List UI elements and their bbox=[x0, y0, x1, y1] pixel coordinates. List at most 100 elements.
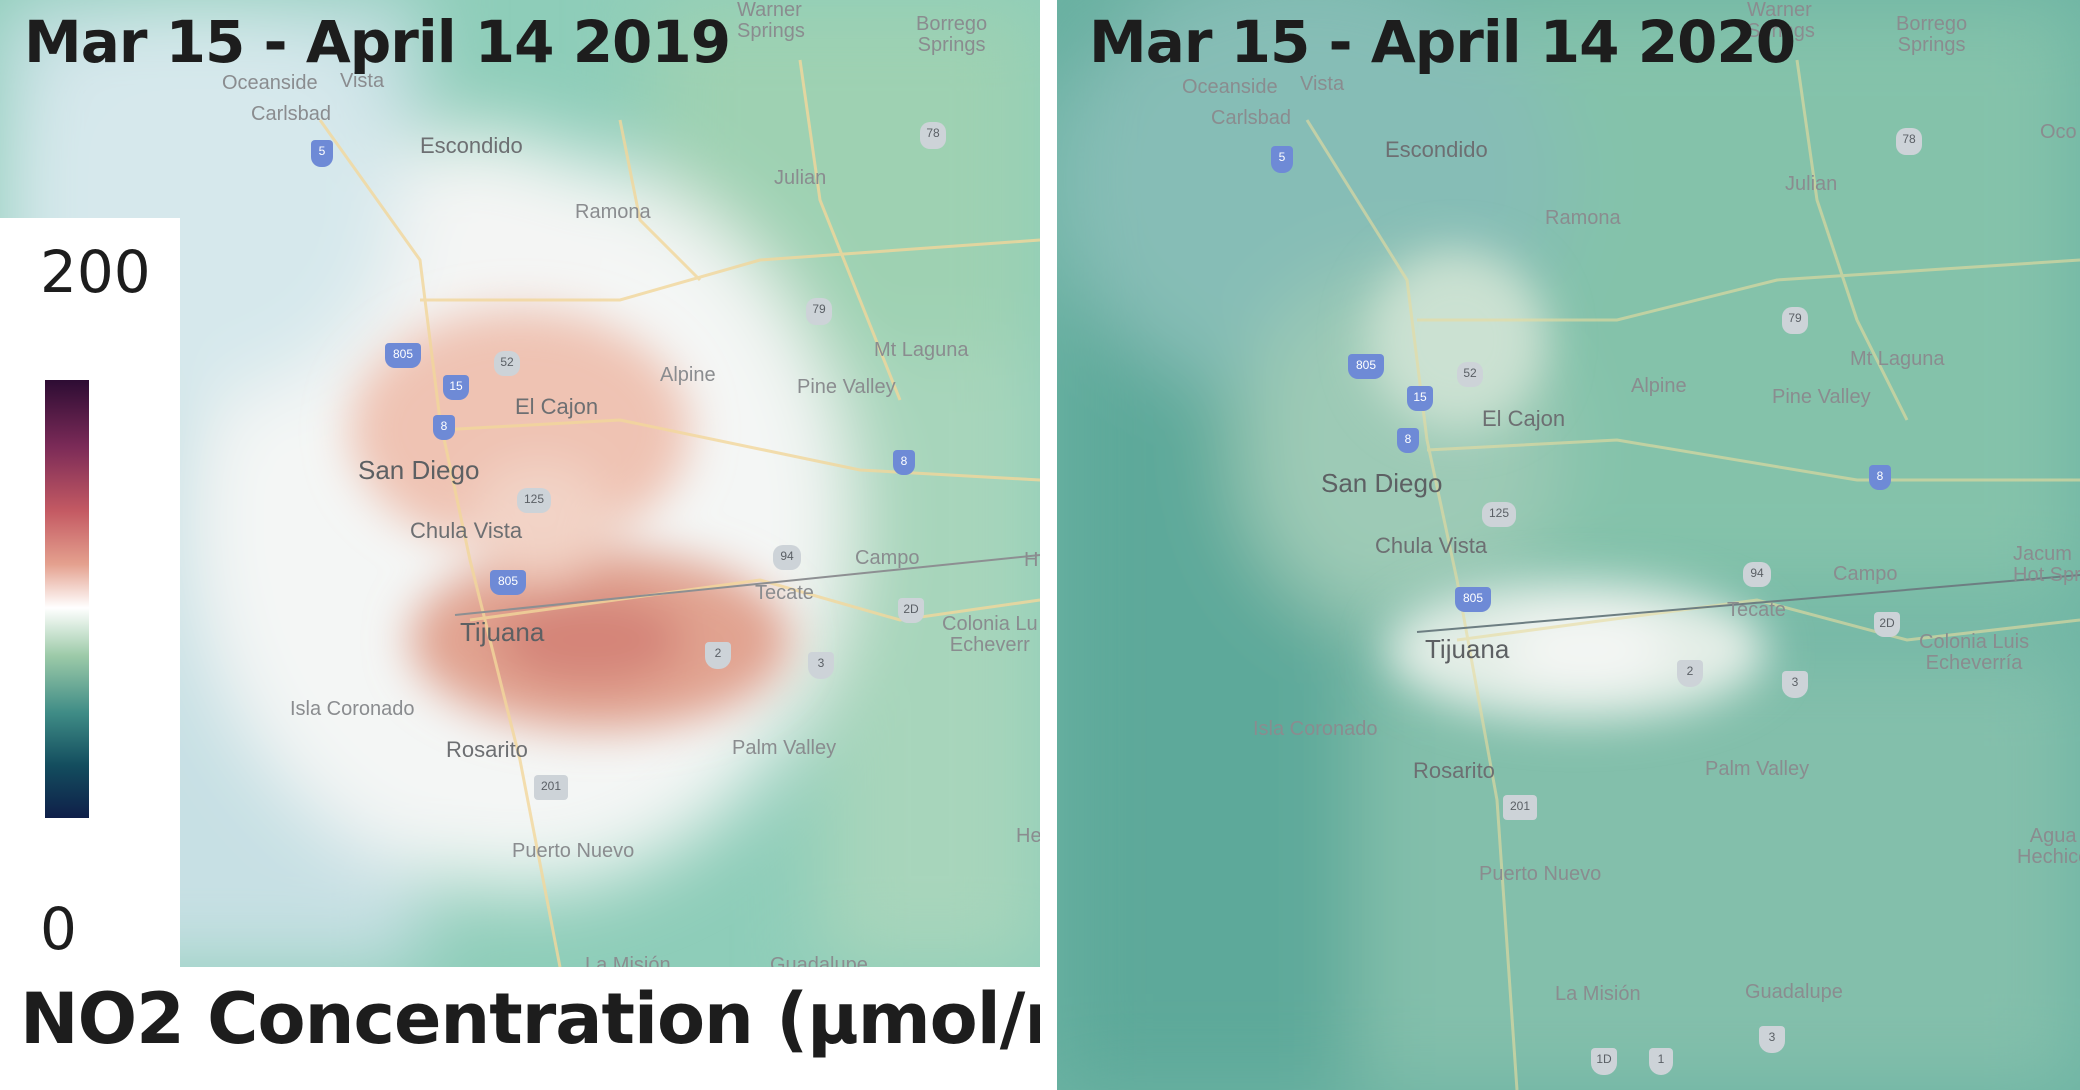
place-label-pine-valley: Pine Valley bbox=[797, 376, 896, 398]
place-label-borrego-springs: Borrego Springs bbox=[916, 13, 988, 56]
place-label-tijuana: Tijuana bbox=[460, 617, 545, 647]
place-label-san-diego: San Diego bbox=[358, 455, 480, 485]
highway-shield-201: 201 bbox=[1503, 795, 1537, 820]
highway-shield-3-south: 3 bbox=[1759, 1026, 1785, 1053]
road-network-2020 bbox=[1305, 59, 2080, 1090]
place-label-el-cajon: El Cajon bbox=[515, 394, 599, 419]
legend-panel bbox=[0, 218, 180, 967]
panel-title-2019: Mar 15 - April 14 2019 bbox=[24, 8, 731, 76]
highway-shield-805: 805 bbox=[1348, 354, 1384, 379]
highway-shield-805: 805 bbox=[385, 343, 421, 368]
place-label-mt-laguna: Mt Laguna bbox=[874, 339, 969, 361]
legend-title: NO2 Concentration (μmol/m²) bbox=[20, 978, 1158, 1060]
highway-shield-94: 94 bbox=[1743, 562, 1771, 587]
place-label-chula-vista: Chula Vista bbox=[1375, 533, 1488, 558]
place-label-carlsbad: Carlsbad bbox=[1211, 107, 1292, 129]
highway-shield-2d: 2D bbox=[1874, 612, 1900, 637]
place-label-oceanside: Oceanside bbox=[222, 72, 318, 94]
place-label-tecate: Tecate bbox=[755, 582, 814, 604]
highway-shield-201: 201 bbox=[534, 775, 568, 800]
place-label-guadalupe: Guadalupe bbox=[1745, 981, 1843, 1003]
highway-shield-805-south: 805 bbox=[490, 570, 526, 595]
no2-heatmap-2019 bbox=[0, 0, 1040, 967]
place-label-isla-coronado: Isla Coronado bbox=[1253, 718, 1378, 740]
place-label-pine-valley: Pine Valley bbox=[1772, 386, 1871, 408]
highway-shield-3: 3 bbox=[808, 652, 834, 679]
highway-shield-15: 15 bbox=[1407, 386, 1433, 411]
place-label-escondido: Escondido bbox=[1385, 137, 1488, 162]
highway-shield-5: 5 bbox=[1271, 146, 1293, 173]
place-label-la-mision: La Misión bbox=[585, 954, 671, 967]
border-line-2020 bbox=[1416, 574, 2080, 633]
place-label-ramona: Ramona bbox=[575, 201, 651, 223]
map-panel-2020: Warner Springs Borrego Springs Oceanside V… bbox=[1057, 0, 2080, 1090]
place-label-oceanside: Oceanside bbox=[1182, 76, 1278, 98]
place-label-vista: Vista bbox=[340, 70, 385, 92]
highway-shield-79: 79 bbox=[1782, 307, 1808, 334]
highway-shield-1d: 1D bbox=[1591, 1048, 1617, 1075]
place-label-agua: AguaHechice bbox=[2017, 825, 2080, 868]
place-label-vista: Vista bbox=[1300, 73, 1345, 95]
highway-shield-8-east: 8 bbox=[893, 450, 915, 475]
place-label-puerto-nuevo: Puerto Nuevo bbox=[512, 840, 635, 862]
road-network bbox=[318, 59, 1040, 967]
place-label-alpine: Alpine bbox=[1631, 375, 1687, 397]
highway-shield-78: 78 bbox=[1896, 128, 1922, 155]
highway-shield-2d: 2D bbox=[898, 598, 924, 623]
place-label-campo: Campo bbox=[1833, 563, 1898, 585]
place-label-escondido: Escondido bbox=[420, 133, 523, 158]
place-label-puerto-nuevo: Puerto Nuevo bbox=[1479, 863, 1602, 885]
place-label-mt-laguna: Mt Laguna bbox=[1850, 348, 1945, 370]
highway-shield-125: 125 bbox=[1482, 502, 1516, 527]
place-label-rosarito: Rosarito bbox=[1413, 758, 1495, 783]
place-label-san-diego: San Diego bbox=[1321, 468, 1443, 498]
place-label-tecate: Tecate bbox=[1727, 599, 1786, 621]
place-label-oco: Oco bbox=[2040, 121, 2077, 143]
place-label-julian: Julian bbox=[1785, 173, 1838, 195]
place-label-he: He bbox=[1016, 825, 1040, 847]
place-label-jacum: Jacum Hot Spr bbox=[2013, 543, 2080, 586]
highway-shield-2: 2 bbox=[1677, 660, 1703, 687]
legend-min-label: 0 bbox=[40, 895, 77, 963]
place-label-h-edge: H bbox=[1024, 549, 1039, 571]
highway-shield-8: 8 bbox=[433, 415, 455, 440]
place-label-guadalupe: Guadalupe bbox=[770, 954, 868, 967]
highway-shield-2: 2 bbox=[705, 642, 731, 669]
highway-shield-52: 52 bbox=[1457, 362, 1483, 387]
place-label-rosarito: Rosarito bbox=[446, 737, 528, 762]
place-label-tijuana: Tijuana bbox=[1425, 634, 1510, 664]
highway-shield-79: 79 bbox=[806, 298, 832, 325]
no2-heatmap-2020 bbox=[1057, 0, 2080, 1090]
place-label-palm-valley: Palm Valley bbox=[732, 737, 837, 759]
highway-shield-94: 94 bbox=[773, 545, 801, 570]
highway-shield-5: 5 bbox=[311, 140, 333, 167]
place-label-campo: Campo bbox=[855, 547, 920, 569]
place-label-el-cajon: El Cajon bbox=[1482, 406, 1566, 431]
place-label-colonia: Colonia Luis Echeverría bbox=[1919, 631, 2030, 674]
highway-shield-3: 3 bbox=[1782, 671, 1808, 698]
border-line bbox=[454, 554, 1040, 616]
panel-divider bbox=[1040, 0, 1057, 1090]
place-label-carlsbad: Carlsbad bbox=[251, 103, 332, 125]
highway-shield-805-south: 805 bbox=[1455, 587, 1491, 612]
highway-shield-8: 8 bbox=[1397, 428, 1419, 453]
place-label-ramona: Ramona bbox=[1545, 207, 1621, 229]
legend-colorbar bbox=[45, 380, 89, 818]
highway-shield-15: 15 bbox=[443, 375, 469, 400]
panel-title-2020: Mar 15 - April 14 2020 bbox=[1089, 8, 1796, 76]
highway-shield-125: 125 bbox=[517, 488, 551, 513]
place-label-julian: Julian bbox=[774, 167, 827, 189]
map-panel-2019: Warner Springs Borrego Springs Oceanside V… bbox=[0, 0, 1040, 967]
highway-shield-8-east: 8 bbox=[1869, 465, 1891, 490]
place-label-la-mision: La Misión bbox=[1555, 983, 1641, 1005]
highway-shield-52: 52 bbox=[494, 351, 520, 376]
place-label-alpine: Alpine bbox=[660, 364, 716, 386]
place-label-borrego-springs: Borrego Springs bbox=[1896, 13, 1968, 56]
place-label-isla-coronado: Isla Coronado bbox=[290, 698, 415, 720]
place-label-palm-valley: Palm Valley bbox=[1705, 758, 1810, 780]
place-label-colonia: Colonia Lu Echeverr bbox=[942, 613, 1038, 656]
place-label-warner-springs: Warner Springs bbox=[1747, 0, 1815, 42]
place-label-warner-springs: Warner Springs bbox=[737, 0, 805, 42]
place-label-chula-vista: Chula Vista bbox=[410, 518, 523, 543]
highway-shield-1: 1 bbox=[1649, 1048, 1673, 1075]
